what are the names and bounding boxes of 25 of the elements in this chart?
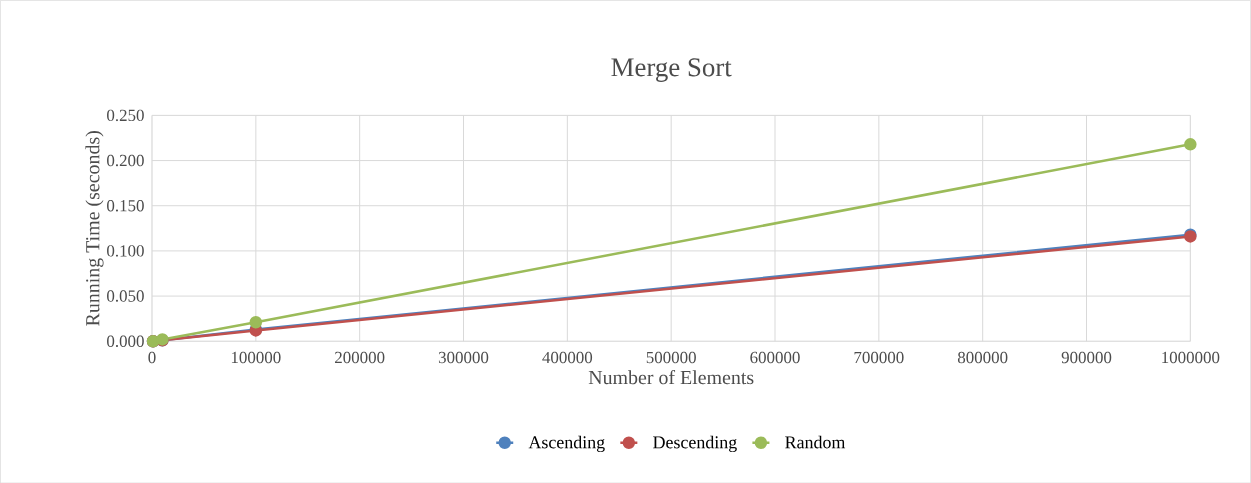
x-tick-label: 0 <box>148 351 156 363</box>
y-axis-title: Running Time (seconds) <box>85 130 104 326</box>
x-tick-label: 1000000 <box>1162 351 1220 363</box>
x-tick-label: 800000 <box>957 351 1008 363</box>
x-axis-title: Number of Elements <box>588 369 754 384</box>
legend-label: Descending <box>653 435 737 452</box>
x-tick-label: 300000 <box>438 351 489 363</box>
x-tick-label: 400000 <box>542 351 593 363</box>
x-tick-label: 900000 <box>1061 351 1112 363</box>
y-tick-label: 0.000 <box>107 335 144 347</box>
x-tick-label: 200000 <box>335 351 385 363</box>
y-tick-label: 0.200 <box>107 154 144 167</box>
y-tick-label: 0.100 <box>107 244 144 257</box>
legend-label: Ascending <box>528 435 605 452</box>
x-tick-label: 600000 <box>750 351 800 363</box>
y-tick-label: 0.150 <box>107 199 144 212</box>
x-tick-label: 500000 <box>646 351 696 363</box>
chart-title: Merge Sort <box>611 58 732 82</box>
y-tick-label: 0.250 <box>107 109 144 121</box>
point <box>1184 137 1197 151</box>
y-tick-label: 0.050 <box>107 290 144 302</box>
x-tick-label: 700000 <box>854 351 904 363</box>
legend-label: Random <box>785 435 846 449</box>
x-tick-label: 100000 <box>231 351 281 363</box>
point <box>249 315 263 329</box>
